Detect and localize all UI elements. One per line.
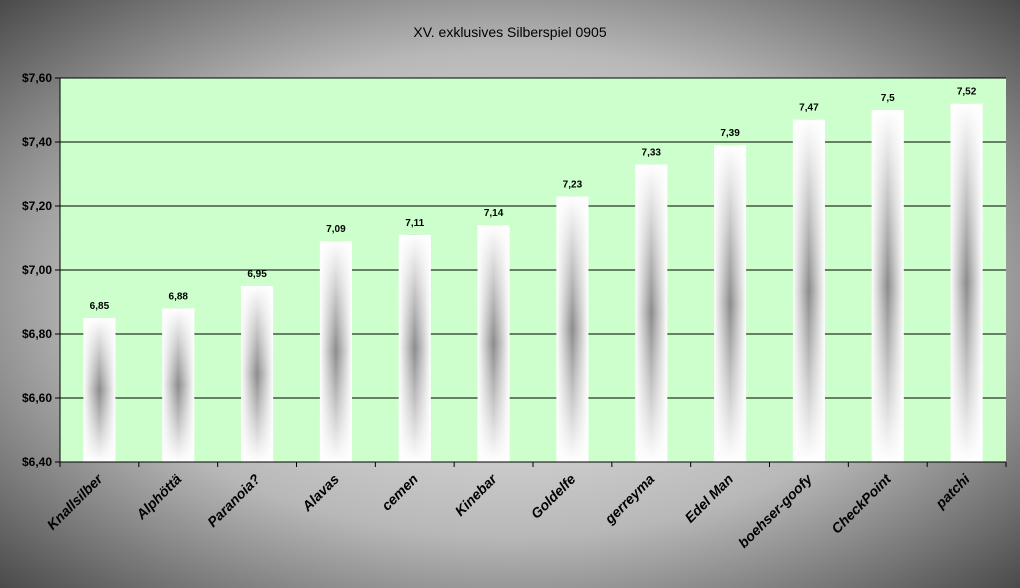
y-axis-ticks: $6,40 $6,60 $6,80 $7,00 $7,20 $7,40 $7,60 <box>22 71 60 469</box>
data-label: 7,23 <box>563 179 583 190</box>
data-label: 7,14 <box>484 208 504 219</box>
y-tick-label: $7,40 <box>22 135 52 149</box>
bar <box>162 308 195 462</box>
chart-title: XV. exklusives Silberspiel 0905 <box>413 24 606 40</box>
data-label: 6,88 <box>169 291 189 302</box>
bar <box>477 225 510 462</box>
bar-shine <box>477 225 510 462</box>
bar-shine <box>319 241 352 462</box>
data-label: 7,5 <box>881 93 895 104</box>
bar <box>398 234 431 462</box>
bar-shine <box>950 103 983 462</box>
bar-shine <box>83 318 116 462</box>
bar-shine <box>398 234 431 462</box>
y-tick-label: $6,40 <box>22 455 52 469</box>
data-label: 7,52 <box>957 87 977 98</box>
data-label: 6,85 <box>90 301 110 312</box>
gridlines <box>60 77 1006 399</box>
data-label: 7,11 <box>405 218 424 229</box>
bar-shine <box>792 119 825 462</box>
bar <box>871 110 904 462</box>
bar <box>792 119 825 462</box>
bar-shine <box>556 196 589 462</box>
data-labels: 6,85 6,88 6,95 7,09 7,11 7,14 7,23 7,33 7,39 7,47… <box>90 87 977 312</box>
data-label: 7,33 <box>642 147 662 158</box>
data-label: 7,47 <box>799 103 819 114</box>
y-tick-label: $7,60 <box>22 71 52 85</box>
bar <box>556 196 589 462</box>
bar-shine <box>871 110 904 462</box>
bar <box>714 145 747 462</box>
bar-shine <box>714 145 747 462</box>
bars <box>83 103 983 462</box>
data-label: 7,39 <box>720 128 740 139</box>
bar-shine <box>241 286 274 462</box>
y-tick-label: $6,80 <box>22 327 52 341</box>
bar-shine <box>635 164 668 462</box>
bar <box>635 164 668 462</box>
y-tick-label: $6,60 <box>22 391 52 405</box>
bar-shine <box>162 308 195 462</box>
bar <box>950 103 983 462</box>
data-label: 7,09 <box>326 224 346 235</box>
data-label: 6,95 <box>247 269 267 280</box>
bar <box>319 241 352 462</box>
bar <box>241 286 274 462</box>
y-tick-label: $7,20 <box>22 199 52 213</box>
y-tick-label: $7,00 <box>22 263 52 277</box>
bar <box>83 318 116 462</box>
